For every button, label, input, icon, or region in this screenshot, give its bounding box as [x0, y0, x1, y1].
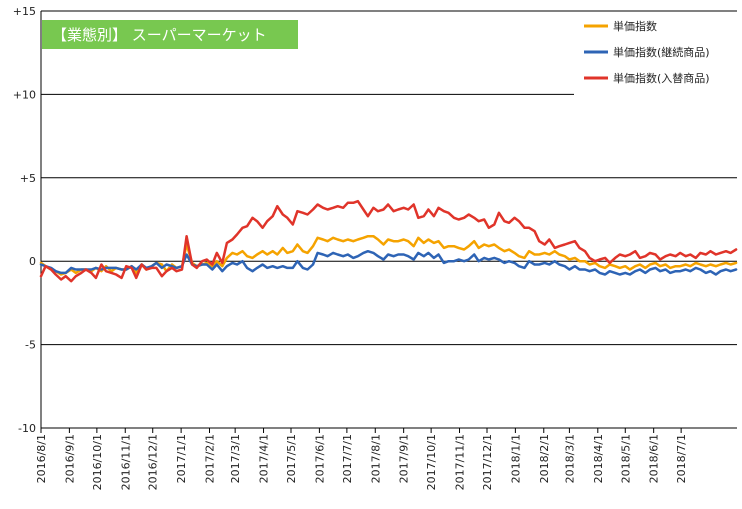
x-tick-label: 2016/10/1: [91, 434, 104, 490]
x-tick-label: 2017/2/1: [204, 434, 217, 483]
x-tick-label: 2018/2/1: [538, 434, 551, 483]
x-tick-label: 2017/1/1: [175, 434, 188, 483]
x-tick-label: 2017/10/1: [425, 434, 438, 490]
x-tick-label: 2017/5/1: [285, 434, 298, 483]
x-tick-label: 2017/9/1: [398, 434, 411, 483]
x-tick-label: 2017/7/1: [341, 434, 354, 483]
x-tick-label: 2017/11/1: [454, 434, 467, 490]
x-tick-label: 2017/3/1: [229, 434, 242, 483]
x-tick-label: 2018/3/1: [563, 434, 576, 483]
x-tick-label: 2016/9/1: [63, 434, 76, 483]
x-tick-label: 2018/5/1: [619, 434, 632, 483]
series-line-2: [39, 249, 738, 276]
x-tick-label: 2016/8/1: [35, 434, 48, 483]
series-line-3: [39, 199, 738, 283]
title-badge-text: 【業態別】 スーパーマーケット: [52, 26, 267, 44]
x-tick-label: 2018/6/1: [648, 434, 661, 483]
x-tick-label: 2017/8/1: [369, 434, 382, 483]
y-tick-label: +5: [20, 172, 36, 185]
series-lines: [39, 199, 738, 283]
x-tick-label: 2018/4/1: [592, 434, 605, 483]
gridlines: [40, 10, 737, 429]
legend-label-2: 単価指数(継続商品): [613, 45, 710, 59]
y-tick-label: 0: [29, 255, 36, 268]
legend-label-1: 単価指数: [613, 19, 657, 33]
y-tick-label: -10: [18, 422, 36, 435]
y-tick-label: -5: [25, 339, 36, 352]
x-tick-label: 2018/7/1: [675, 434, 688, 483]
x-tick-label: 2017/12/1: [481, 434, 494, 490]
title-badge-background: [42, 20, 298, 49]
legend-background: [574, 14, 738, 98]
y-axis-ticks: +15 +10 +5 0 -5 -10: [13, 5, 36, 435]
y-tick-label: +10: [13, 88, 36, 101]
x-tick-label: 2016/11/1: [119, 434, 132, 490]
x-tick-label: 2017/4/1: [258, 434, 271, 483]
x-tick-label: 2018/1/1: [509, 434, 522, 483]
y-tick-label: +15: [13, 5, 36, 18]
x-axis-ticks: 2016/8/1 2016/9/1 2016/10/1 2016/11/1 2016/1…: [35, 428, 688, 490]
x-tick-label: 2016/12/1: [147, 434, 160, 490]
x-tick-label: 2017/6/1: [313, 434, 326, 483]
legend-label-3: 単価指数(入替商品): [613, 71, 710, 85]
title-badge: 【業態別】 スーパーマーケット: [42, 20, 298, 49]
